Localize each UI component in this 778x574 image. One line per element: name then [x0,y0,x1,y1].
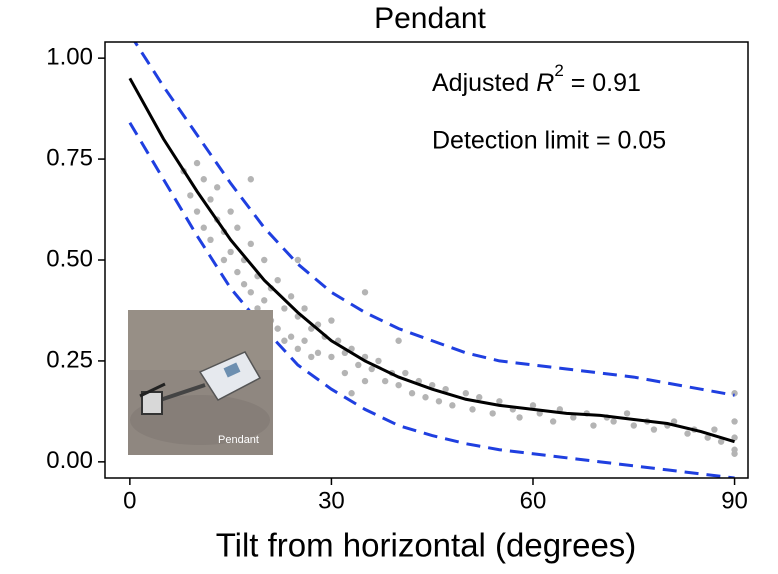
scatter-point [274,276,281,284]
scatter-point [408,390,416,397]
scatter-point [355,361,362,369]
scatter-point [287,333,295,340]
scatter-point [449,402,456,409]
scatter-point [200,176,207,183]
scatter-point [234,268,241,276]
scatter-point [529,402,537,409]
x-tick-label: 30 [318,487,345,514]
annotation-part: 2 [554,61,563,80]
scatter-point [361,377,369,385]
scatter-point [435,398,443,405]
scatter-point [429,381,436,389]
annotation-part: R [536,69,554,97]
scatter-point [395,337,402,344]
annotation-part: = 0.91 [564,69,641,97]
scatter-point [227,208,234,215]
scatter-point [549,418,557,425]
scatter-point [328,317,335,324]
scatter-point [361,289,369,296]
scatter-point [247,240,255,248]
scatter-point [348,390,355,397]
confidence-band [128,121,735,478]
scatter-point [489,410,496,417]
scatter-point [422,394,429,401]
scatter-point [469,406,476,413]
scatter-point [261,297,268,304]
scatter-point [717,438,725,445]
scatter-point [281,337,288,344]
scatter-point [395,381,402,389]
scatter-point [234,224,241,231]
y-tick-label: 0.50 [46,245,93,272]
scatter-point [670,418,678,425]
inset-photo: Pendant [128,310,273,455]
scatter-point [731,390,738,397]
scatter-point [214,184,221,191]
scatter-point [704,434,711,441]
annotation-part: Adjusted [432,69,536,97]
y-tick-label: 1.00 [46,43,93,70]
scatter-point [381,377,389,385]
scatter-point [341,369,349,377]
scatter-point [294,256,302,264]
scatter-point [375,357,382,365]
x-tick-label: 0 [123,487,136,514]
scatter-point [462,390,470,397]
inset-label: Pendant [218,434,259,446]
scatter-point [630,422,637,429]
scatter-point [590,422,597,429]
scatter-point [368,365,375,373]
plot-area [128,42,738,478]
scatter-point [711,426,718,433]
fit-line [128,77,735,444]
scatter-point [516,414,523,421]
scatter-point [287,293,295,300]
scatter-point [301,305,308,312]
scatter-point [476,394,483,401]
y-tick-label: 0.75 [46,144,93,171]
confidence-band [133,42,735,397]
scatter-point [623,410,631,417]
scatter-point [328,353,335,361]
scatter-point [207,196,214,203]
annotation: Detection limit = 0.05 [432,127,666,155]
y-tick-label: 0.25 [46,346,93,373]
scatter-point [684,430,691,437]
scatter-point [247,289,255,296]
scatter-point [274,325,281,332]
scatter-point [402,369,409,377]
annotation: Adjusted R2 = 0.91 [432,61,641,96]
x-tick-label: 60 [520,487,547,514]
scatter-point [496,398,503,405]
chart-title: Pendant [374,2,486,35]
x-axis-label: Tilt from horizontal (degrees) [216,527,637,564]
scatter-point [187,192,194,199]
scatter-point [731,434,738,441]
y-tick-label: 0.00 [46,447,93,474]
scatter-point [200,224,207,231]
scatter-point [314,349,322,357]
scatter-point [294,345,302,353]
scatter-point [731,450,738,457]
scatter-point [301,337,308,344]
scatter-point [442,385,449,393]
scatter-point [308,353,315,361]
scatter-point [193,208,201,215]
scatter-point [193,159,201,167]
scatter-point [731,418,738,425]
scatter-point [207,236,214,244]
scatter-point [650,426,658,433]
scatter-point [227,248,234,256]
scatter-point [261,256,268,264]
scatter-point [247,176,255,183]
scatter-point [281,305,288,312]
scatter-point [240,281,248,288]
scatter-point [570,414,577,421]
x-tick-label: 90 [721,487,748,514]
scatter-point [610,418,617,425]
scatter-point [220,256,228,264]
